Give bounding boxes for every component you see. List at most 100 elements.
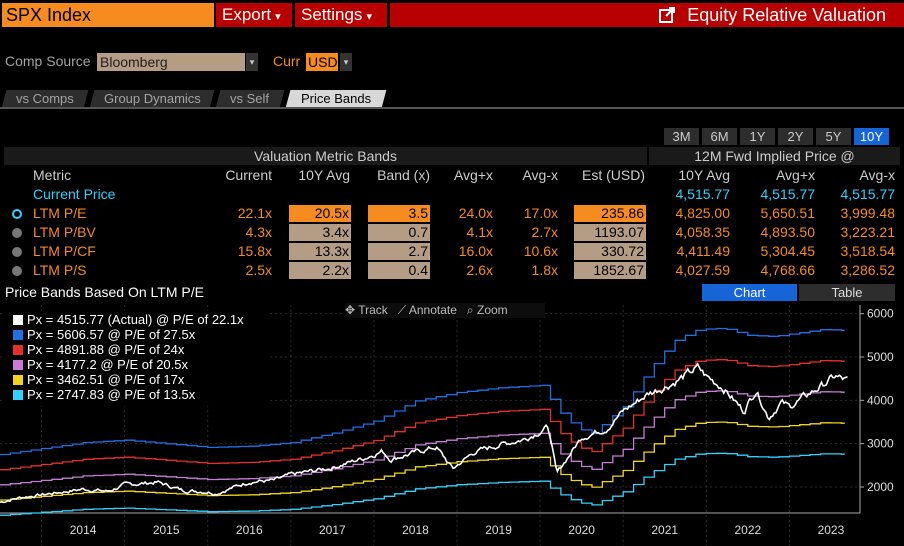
y-tick-label: 5000	[867, 350, 894, 364]
metric-est[interactable]: 330.72	[574, 243, 646, 260]
legend-swatch	[13, 375, 23, 385]
annotate-icon[interactable]: ⟋	[397, 303, 407, 317]
track-icon[interactable]: ✥	[345, 303, 356, 317]
implied-price-avg-minus: 3,999.48	[840, 205, 896, 221]
metric-10y-avg[interactable]: 20.5x	[289, 205, 351, 222]
currency-label: Curr	[273, 53, 301, 69]
x-tick-label: 2022	[734, 523, 761, 537]
metric-name: LTM P/S	[33, 262, 87, 278]
period-10y[interactable]: 10Y	[854, 128, 889, 145]
col-avg-plus: Avg+x	[453, 167, 493, 183]
chevron-down-icon: ▾	[366, 11, 372, 23]
metric-radio[interactable]	[12, 228, 22, 238]
metric-current: 15.8x	[237, 243, 272, 259]
metric-band[interactable]: 3.5	[368, 205, 430, 222]
tab-group-dynamics[interactable]: Group Dynamics	[89, 90, 215, 108]
tab-label: Price Bands	[300, 91, 372, 106]
metric-radio[interactable]	[12, 247, 22, 257]
comp-source-dropdown[interactable]: Bloomberg	[97, 53, 245, 71]
track-button[interactable]: Track	[358, 303, 388, 317]
y-tick-label: 4000	[867, 393, 894, 407]
zoom-button[interactable]: Zoom	[476, 303, 508, 317]
implied-price-avg-plus: 4,768.66	[760, 262, 816, 278]
function-title-bar: Equity Relative Valuation	[390, 3, 904, 27]
metric-avg-plus: 16.0x	[458, 243, 493, 259]
legend-item[interactable]: Px = 4891.88 @ P/E of 24x	[13, 342, 267, 357]
ticker-field[interactable]: SPX Index	[2, 3, 214, 27]
metric-name: LTM P/BV	[33, 224, 96, 240]
x-tick-label: 2015	[153, 523, 180, 537]
chevron-down-icon[interactable]: ▾	[246, 53, 258, 71]
pop-out-icon[interactable]	[659, 3, 676, 27]
view-chart-button[interactable]: Chart	[702, 284, 797, 301]
metric-avg-plus: 4.1x	[466, 224, 493, 240]
col-implied-avg-minus: Avg-x	[859, 167, 895, 183]
metric-radio[interactable]	[12, 266, 22, 276]
metric-name: LTM P/CF	[33, 243, 96, 259]
x-tick-label: 2020	[568, 523, 595, 537]
y-tick-label: 2000	[867, 480, 894, 494]
settings-menu[interactable]: Settings ▾	[295, 3, 387, 27]
tab-vs-self[interactable]: vs Self	[215, 90, 285, 108]
metric-est[interactable]: 1193.07	[574, 224, 646, 241]
tab-divider	[0, 107, 904, 109]
current-price-label: Current Price	[33, 186, 116, 202]
legend-item[interactable]: Px = 2747.83 @ P/E of 13.5x	[13, 387, 267, 402]
col-band: Band (x)	[377, 167, 430, 183]
implied-price-avg: 4,411.49	[676, 243, 730, 259]
legend-swatch	[13, 360, 23, 370]
export-label: Export	[222, 5, 272, 24]
metric-band[interactable]: 0.4	[368, 262, 430, 279]
period-1y[interactable]: 1Y	[740, 128, 775, 145]
metric-current: 22.1x	[237, 205, 272, 221]
x-tick-label: 2021	[651, 523, 678, 537]
metric-10y-avg[interactable]: 2.2x	[289, 262, 351, 279]
col-implied-avg-plus: Avg+x	[775, 167, 815, 183]
metric-band[interactable]: 2.7	[368, 243, 430, 260]
implied-price-header: 12M Fwd Implied Price @	[649, 147, 900, 165]
metric-10y-avg[interactable]: 3.4x	[289, 224, 351, 241]
view-table-button[interactable]: Table	[799, 284, 895, 301]
legend-swatch	[13, 315, 23, 325]
export-menu[interactable]: Export ▾	[216, 3, 292, 27]
legend-item[interactable]: Px = 5606.57 @ P/E of 27.5x	[13, 327, 267, 342]
metric-10y-avg[interactable]: 13.3x	[289, 243, 351, 260]
implied-price-avg-minus: 3,286.52	[840, 262, 896, 278]
metric-radio[interactable]	[12, 209, 22, 219]
col-10y-avg: 10Y Avg	[298, 167, 350, 183]
legend-item[interactable]: Px = 4177.2 @ P/E of 20.5x	[13, 357, 267, 372]
valuation-bands-header: Valuation Metric Bands	[4, 147, 647, 165]
band-line	[0, 359, 845, 471]
tab-price-bands[interactable]: Price Bands	[285, 90, 387, 108]
period-5y[interactable]: 5Y	[816, 128, 851, 145]
tab-vs-comps[interactable]: vs Comps	[1, 90, 89, 108]
col-implied-avg: 10Y Avg	[678, 167, 730, 183]
metric-band[interactable]: 0.7	[368, 224, 430, 241]
band-line	[0, 421, 845, 501]
currency-dropdown[interactable]: USD	[306, 53, 338, 71]
period-2y[interactable]: 2Y	[778, 128, 813, 145]
period-3m[interactable]: 3M	[664, 128, 699, 145]
chevron-down-icon[interactable]: ▾	[340, 53, 352, 71]
legend-item[interactable]: Px = 3462.51 @ P/E of 17x	[13, 372, 267, 387]
settings-label: Settings	[301, 5, 363, 24]
metric-avg-minus: 10.6x	[523, 243, 558, 259]
chart-title: Price Bands Based On LTM P/E	[5, 284, 204, 300]
zoom-icon[interactable]: ⌕	[466, 303, 474, 317]
implied-price-avg: 4,825.00	[675, 205, 731, 221]
chevron-down-icon: ▾	[275, 11, 281, 23]
legend-label: Px = 4891.88 @ P/E of 24x	[27, 342, 185, 357]
metric-avg-minus: 2.7x	[531, 224, 558, 240]
annotate-button[interactable]: Annotate	[408, 303, 457, 317]
metric-avg-plus: 2.6x	[466, 262, 493, 278]
legend-label: Px = 2747.83 @ P/E of 13.5x	[27, 387, 196, 402]
metric-est[interactable]: 235.86	[574, 205, 646, 222]
metric-avg-minus: 1.8x	[531, 262, 558, 278]
metric-est[interactable]: 1852.67	[574, 262, 646, 279]
legend-item[interactable]: Px = 4515.77 (Actual) @ P/E of 22.1x	[13, 312, 267, 327]
implied-price-avg-plus: 5,650.51	[760, 205, 816, 221]
actual-price-line	[0, 362, 848, 504]
chart-header	[0, 283, 904, 301]
period-6m[interactable]: 6M	[702, 128, 737, 145]
tab-label: vs Comps	[16, 91, 74, 106]
